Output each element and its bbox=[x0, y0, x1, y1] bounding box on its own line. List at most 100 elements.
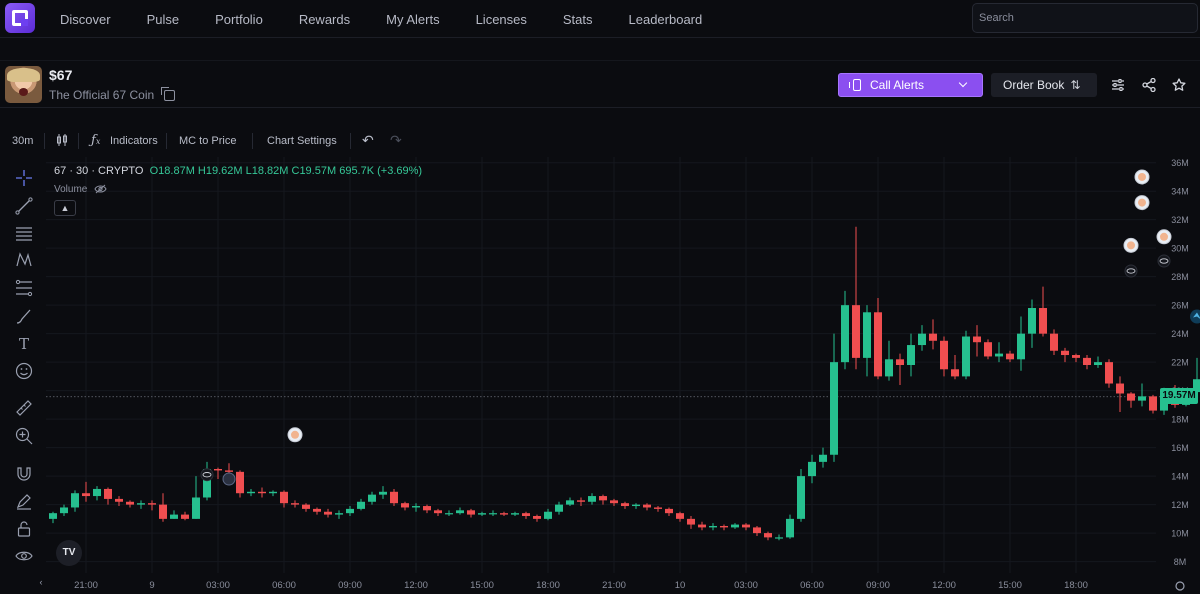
nav-leaderboard[interactable]: Leaderboard bbox=[628, 11, 703, 27]
toolbar-divider bbox=[252, 133, 253, 149]
token-ticker: $67 bbox=[49, 67, 73, 83]
call-alerts-button[interactable]: Call Alerts bbox=[838, 73, 983, 97]
candle-body bbox=[676, 513, 684, 519]
copy-icon[interactable] bbox=[161, 87, 175, 101]
candle-body bbox=[665, 508, 673, 514]
brush-icon[interactable] bbox=[14, 306, 34, 326]
candle-body bbox=[115, 498, 123, 502]
collapse-legend-button[interactable]: ▲ bbox=[54, 200, 76, 216]
candle-body bbox=[511, 513, 519, 515]
nav-discover[interactable]: Discover bbox=[60, 11, 111, 27]
eye-hidden-icon[interactable] bbox=[94, 184, 107, 197]
lock-icon[interactable] bbox=[14, 519, 34, 539]
zoom-in-icon[interactable] bbox=[14, 426, 34, 446]
legend-change: 695.7K (+3.69%) bbox=[339, 165, 423, 177]
candle-body bbox=[731, 524, 739, 528]
y-tick-label: 24M bbox=[1171, 329, 1189, 339]
candle-body bbox=[1050, 333, 1058, 351]
expand-toolbar-icon[interactable]: ‹ bbox=[39, 577, 43, 587]
order-book-button[interactable]: Order Book ⇅ bbox=[991, 73, 1097, 97]
legend-interval: · 30 · CRYPTO bbox=[69, 165, 144, 177]
candle-body bbox=[214, 469, 222, 471]
candle-body bbox=[940, 340, 948, 370]
candle-body bbox=[104, 488, 112, 499]
candle-body bbox=[291, 503, 299, 505]
ruler-icon[interactable] bbox=[14, 398, 34, 418]
candle-body bbox=[555, 504, 563, 512]
trader-avatar-face bbox=[1138, 198, 1146, 207]
legend-close: C19.57M bbox=[291, 165, 337, 177]
candle-body bbox=[599, 496, 607, 501]
order-book-label: Order Book bbox=[1003, 78, 1065, 92]
chart-settings-button[interactable]: Chart Settings bbox=[267, 135, 337, 147]
trader-avatar-face bbox=[1160, 232, 1168, 241]
volume-label: Volume bbox=[54, 184, 88, 195]
pattern-icon[interactable] bbox=[14, 250, 34, 270]
candle-body bbox=[610, 500, 618, 504]
app-logo[interactable] bbox=[5, 3, 35, 33]
mc-to-price-button[interactable]: MC to Price bbox=[179, 135, 237, 147]
nav-rewards[interactable]: Rewards bbox=[298, 11, 351, 27]
candle-body bbox=[1094, 362, 1102, 365]
nav-portfolio[interactable]: Portfolio bbox=[215, 11, 263, 27]
candle-body bbox=[346, 508, 354, 514]
eye-icon[interactable] bbox=[14, 546, 34, 566]
trend-line-icon[interactable] bbox=[14, 196, 34, 216]
nav-licenses[interactable]: Licenses bbox=[475, 11, 527, 27]
legend-open: O18.87M bbox=[149, 165, 195, 177]
tradingview-logo[interactable]: TV bbox=[56, 540, 82, 566]
candle-body bbox=[1138, 396, 1146, 401]
x-tick-label: 10 bbox=[675, 580, 686, 591]
candle-body bbox=[874, 312, 882, 377]
eye-marker bbox=[1124, 264, 1138, 278]
candle-body bbox=[1149, 396, 1157, 411]
candle-body bbox=[1006, 353, 1014, 360]
logo-icon bbox=[12, 10, 28, 26]
pencil-lock-icon[interactable] bbox=[14, 491, 34, 511]
candle-body bbox=[621, 503, 629, 507]
candle-body bbox=[973, 336, 981, 343]
candle-body bbox=[181, 514, 189, 519]
horizontal-lines-icon[interactable] bbox=[14, 223, 34, 243]
redo-icon[interactable]: ↷ bbox=[390, 132, 402, 148]
fib-icon[interactable] bbox=[14, 278, 34, 298]
eye-icon bbox=[1126, 268, 1136, 274]
price-chart[interactable]: 8M10M12M14M16M18M20M22M24M26M28M30M32M34… bbox=[46, 157, 1200, 594]
sliders-icon[interactable] bbox=[1111, 78, 1125, 92]
interval-selector[interactable]: 30m bbox=[12, 135, 34, 147]
candle-body bbox=[709, 525, 717, 528]
share-icon[interactable] bbox=[1142, 77, 1156, 93]
candle-body bbox=[269, 491, 277, 494]
candle-body bbox=[1116, 383, 1124, 394]
sort-arrows-icon: ⇅ bbox=[1070, 78, 1081, 92]
emoji-icon[interactable] bbox=[14, 361, 34, 381]
coin-marker bbox=[222, 472, 236, 486]
star-icon[interactable] bbox=[1172, 78, 1186, 92]
x-tick-label: 03:00 bbox=[206, 580, 230, 591]
candle-body bbox=[907, 345, 915, 365]
magnet-icon[interactable] bbox=[14, 464, 34, 484]
nav-stats[interactable]: Stats bbox=[562, 11, 593, 27]
y-tick-label: 22M bbox=[1171, 358, 1189, 368]
toolbar-divider bbox=[78, 133, 79, 149]
candle-body bbox=[951, 369, 959, 377]
candle-body bbox=[137, 503, 145, 505]
x-tick-label: 21:00 bbox=[602, 580, 626, 591]
candle-body bbox=[236, 471, 244, 494]
text-tool-icon[interactable]: T bbox=[18, 335, 29, 353]
candle-body bbox=[533, 516, 541, 519]
candle-body bbox=[863, 312, 871, 358]
toolbar-divider bbox=[44, 133, 45, 149]
candle-body bbox=[390, 491, 398, 504]
indicators-button[interactable]: Indicators bbox=[110, 135, 158, 147]
undo-icon[interactable]: ↶ bbox=[362, 132, 374, 148]
legend-low: L18.82M bbox=[245, 165, 289, 177]
nav-pulse[interactable]: Pulse bbox=[146, 11, 180, 27]
search-input[interactable] bbox=[972, 3, 1198, 33]
candles-icon[interactable] bbox=[56, 133, 68, 150]
candle-body bbox=[654, 507, 662, 509]
crosshair-icon[interactable] bbox=[14, 168, 34, 188]
candle-body bbox=[544, 511, 552, 519]
candle-body bbox=[247, 491, 255, 494]
nav-my-alerts[interactable]: My Alerts bbox=[386, 11, 440, 27]
